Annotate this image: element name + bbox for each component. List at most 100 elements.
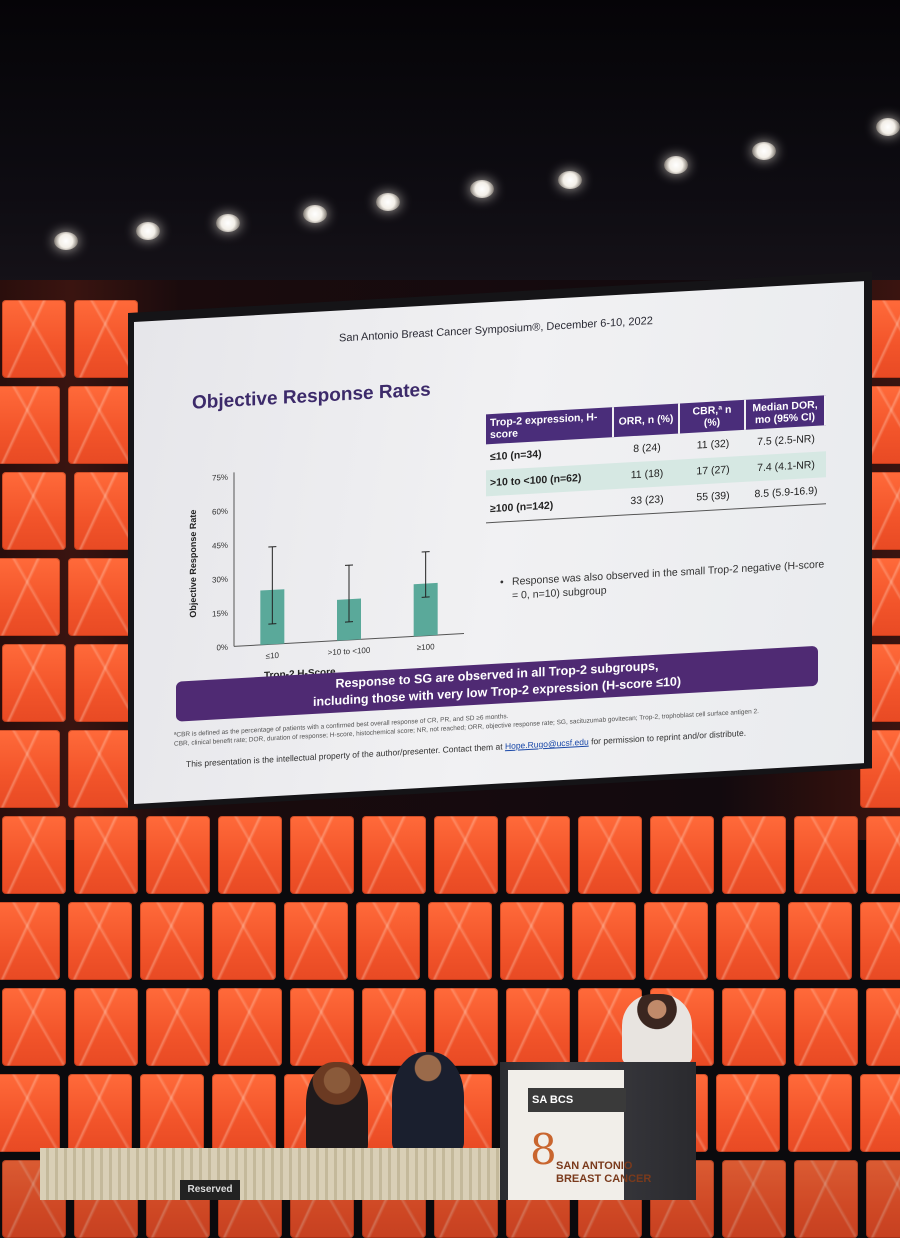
table-cell: ≥100 (n=142)	[486, 489, 614, 523]
orr-bar-chart: 0%15%30%45%60%75%≤10>10 to <100≥100Trop-…	[184, 442, 484, 699]
spotlight-icon	[136, 222, 160, 240]
wall-panel	[500, 902, 564, 980]
spotlight-icon	[54, 232, 78, 250]
x-tick-label: >10 to <100	[328, 646, 371, 657]
wall-panel	[794, 1160, 858, 1238]
podium-text: SAN ANTONIO BREAST CANCER	[556, 1160, 651, 1186]
y-tick-label: 75%	[212, 473, 228, 483]
wall-panel	[140, 902, 204, 980]
table-cell: 55 (39)	[680, 482, 746, 513]
table-header: CBR,ª n (%)	[680, 400, 746, 434]
ceiling	[0, 0, 900, 320]
wall-panel	[722, 988, 786, 1066]
panel-table	[40, 1148, 510, 1200]
spotlight-icon	[470, 180, 494, 198]
wall-panel	[644, 902, 708, 980]
wall-panel	[2, 472, 66, 550]
wall-panel	[866, 988, 900, 1066]
table-header: Median DOR, mo (95% CI)	[746, 395, 826, 429]
wall-panel	[788, 902, 852, 980]
table-header: ORR, n (%)	[614, 403, 680, 437]
y-axis-label: Objective Response Rate	[188, 509, 198, 618]
wall-panel	[74, 816, 138, 894]
panelist-man	[392, 1052, 464, 1152]
wall-panel	[68, 730, 132, 808]
wall-panel	[362, 816, 426, 894]
table-cell: 8 (24)	[614, 433, 680, 463]
y-tick-label: 15%	[212, 609, 228, 619]
wall-panel	[716, 1074, 780, 1152]
wall-panel	[212, 902, 276, 980]
wall-panel	[794, 816, 858, 894]
wall-panel	[866, 816, 900, 894]
wall-panel	[0, 730, 60, 808]
wall-panel	[2, 300, 66, 378]
wall-panel	[860, 1074, 900, 1152]
wall-panel	[290, 988, 354, 1066]
speaker-at-podium	[622, 994, 692, 1064]
table-cell: 11 (32)	[680, 430, 746, 460]
table-cell: 8.5 (5.9-16.9)	[746, 477, 826, 508]
wall-panel	[788, 1074, 852, 1152]
y-tick-label: 45%	[212, 541, 228, 551]
x-tick-label: ≥100	[417, 642, 435, 652]
wall-panel	[2, 644, 66, 722]
y-tick-label: 0%	[216, 643, 228, 653]
wall-panel	[68, 902, 132, 980]
wall-panel	[722, 1160, 786, 1238]
spotlight-icon	[558, 171, 582, 189]
wall-panel	[0, 558, 60, 636]
wall-panel	[290, 816, 354, 894]
wall-panel	[716, 902, 780, 980]
bullet-note: Response was also observed in the small …	[512, 558, 832, 603]
wall-panel	[2, 816, 66, 894]
wall-panel	[0, 902, 60, 980]
wall-panel	[284, 902, 348, 980]
sabcs-logo: SA BCS	[528, 1088, 626, 1112]
wall-panel	[356, 902, 420, 980]
sabcs-emblem-icon: 8	[530, 1125, 557, 1174]
x-tick-label: ≤10	[266, 651, 280, 661]
wall-panel	[2, 988, 66, 1066]
spotlight-icon	[376, 193, 400, 211]
wall-panel	[74, 988, 138, 1066]
slide-header: San Antonio Breast Cancer Symposium®, De…	[339, 315, 653, 345]
wall-panel	[578, 816, 642, 894]
y-tick-label: 60%	[212, 507, 228, 517]
podium-text-line: SAN ANTONIO	[556, 1160, 651, 1173]
wall-panel	[434, 816, 498, 894]
contact-email-link[interactable]: Hope.Rugo@ucsf.edu	[505, 737, 589, 752]
wall-panel	[68, 386, 132, 464]
reserved-sign: Reserved	[180, 1180, 240, 1200]
panelist-woman	[306, 1062, 368, 1154]
wall-panel	[506, 816, 570, 894]
table-cell: 33 (23)	[614, 485, 680, 516]
table-cell: 17 (27)	[680, 456, 746, 486]
wall-panel	[572, 902, 636, 980]
slide-title: Objective Response Rates	[192, 379, 431, 414]
wall-panel	[506, 988, 570, 1066]
wall-panel	[866, 1160, 900, 1238]
wall-panel	[428, 902, 492, 980]
wall-panel	[68, 1074, 132, 1152]
projection-screen: San Antonio Breast Cancer Symposium®, De…	[134, 281, 864, 804]
table-cell: 11 (18)	[614, 459, 680, 489]
wall-panel	[68, 558, 132, 636]
podium-text-line: BREAST CANCER	[556, 1173, 651, 1186]
y-tick-label: 30%	[212, 575, 228, 585]
wall-panel	[146, 816, 210, 894]
wall-panel	[860, 902, 900, 980]
wall-panel	[0, 1074, 60, 1152]
spotlight-icon	[876, 118, 900, 136]
wall-panel	[218, 816, 282, 894]
response-table: Trop-2 expression, H-score ORR, n (%) CB…	[486, 395, 826, 523]
spotlight-icon	[303, 205, 327, 223]
wall-panel	[146, 988, 210, 1066]
wall-panel	[0, 386, 60, 464]
spotlight-icon	[752, 142, 776, 160]
spotlight-icon	[664, 156, 688, 174]
wall-panel	[794, 988, 858, 1066]
spotlight-icon	[216, 214, 240, 232]
ip-tail: for permission to reprint and/or distrib…	[591, 728, 746, 747]
wall-panel	[212, 1074, 276, 1152]
